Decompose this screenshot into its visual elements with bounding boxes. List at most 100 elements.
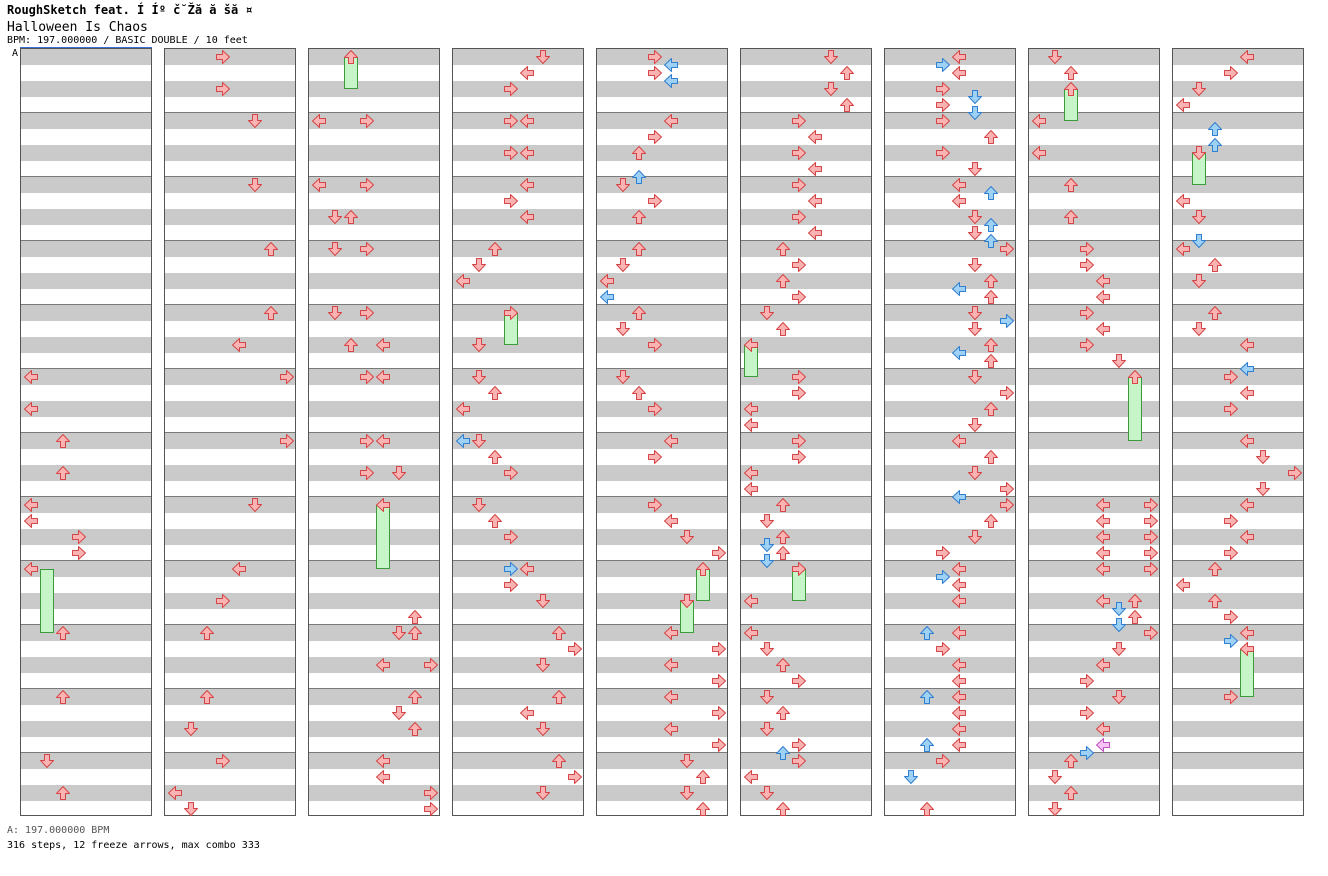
step-arrow-right-icon — [999, 313, 1015, 329]
measure-line — [1173, 560, 1303, 561]
measure-line — [885, 240, 1015, 241]
measure-line — [165, 240, 295, 241]
beat-band — [21, 369, 151, 385]
bpm-legend: A: 197.000000 BPM — [7, 825, 110, 836]
beat-band — [1029, 529, 1159, 545]
beat-band — [165, 241, 295, 257]
step-arrow-down-icon — [967, 321, 983, 337]
step-arrow-left-icon — [455, 401, 471, 417]
beat-band — [309, 81, 439, 97]
step-arrow-down-icon — [1191, 273, 1207, 289]
beat-band — [1029, 721, 1159, 737]
measure-line — [741, 112, 871, 113]
step-arrow-left-icon — [663, 73, 679, 89]
beat-band — [21, 721, 151, 737]
step-arrow-left-icon — [1239, 361, 1255, 377]
step-arrow-left-icon — [23, 561, 39, 577]
beat-band — [1029, 113, 1159, 129]
step-arrow-right-icon — [215, 49, 231, 65]
step-arrow-up-icon — [343, 209, 359, 225]
step-arrow-left-icon — [519, 177, 535, 193]
measure-line — [165, 688, 295, 689]
beat-band — [165, 337, 295, 353]
step-arrow-left-icon — [951, 577, 967, 593]
measure-line — [1173, 176, 1303, 177]
step-arrow-right-icon — [791, 449, 807, 465]
step-arrow-left-icon — [743, 401, 759, 417]
beat-band — [453, 305, 583, 321]
beat-band — [21, 177, 151, 193]
measure-line — [597, 112, 727, 113]
step-arrow-down-icon — [967, 465, 983, 481]
measure-line — [885, 368, 1015, 369]
step-arrow-down-icon — [679, 753, 695, 769]
beat-band — [1173, 497, 1303, 513]
measure-line — [885, 304, 1015, 305]
measure-line — [1029, 752, 1159, 753]
step-arrow-up-icon — [55, 689, 71, 705]
measure-line — [453, 368, 583, 369]
step-arrow-right-icon — [503, 193, 519, 209]
step-arrow-down-icon — [759, 305, 775, 321]
step-arrow-right-icon — [503, 577, 519, 593]
step-arrow-up-icon — [1207, 305, 1223, 321]
step-arrow-left-icon — [663, 721, 679, 737]
step-arrow-right-icon — [711, 737, 727, 753]
beat-band — [741, 401, 871, 417]
step-arrow-up-icon — [343, 337, 359, 353]
step-arrow-left-icon — [599, 273, 615, 289]
measure-line — [597, 560, 727, 561]
chart-column-3 — [308, 48, 440, 816]
measure-line — [165, 752, 295, 753]
beat-band — [597, 49, 727, 65]
step-arrow-up-icon — [407, 609, 423, 625]
beat-band — [1173, 305, 1303, 321]
measure-line — [1173, 624, 1303, 625]
step-arrow-down-icon — [967, 105, 983, 121]
beat-band — [165, 49, 295, 65]
measure-line — [453, 688, 583, 689]
step-arrow-up-icon — [343, 49, 359, 65]
beat-band — [597, 113, 727, 129]
beat-band — [309, 721, 439, 737]
step-arrow-right-icon — [567, 641, 583, 657]
step-arrow-left-icon — [23, 513, 39, 529]
freeze-arrow-body — [40, 569, 54, 633]
beat-band — [309, 241, 439, 257]
measure-line — [1029, 496, 1159, 497]
step-arrow-right-icon — [503, 145, 519, 161]
beat-band — [1029, 177, 1159, 193]
step-arrow-left-icon — [23, 369, 39, 385]
step-arrow-right-icon — [503, 81, 519, 97]
step-arrow-right-icon — [711, 705, 727, 721]
step-arrow-left-icon — [1031, 145, 1047, 161]
beat-band — [309, 401, 439, 417]
beat-band — [165, 81, 295, 97]
step-arrow-down-icon — [1111, 617, 1127, 633]
beat-band — [597, 241, 727, 257]
beat-band — [453, 241, 583, 257]
step-arrow-down-icon — [967, 161, 983, 177]
step-arrow-down-icon — [967, 225, 983, 241]
step-arrow-down-icon — [759, 689, 775, 705]
beat-band — [741, 465, 871, 481]
beat-band — [21, 401, 151, 417]
step-arrow-right-icon — [423, 785, 439, 801]
measure-line — [165, 624, 295, 625]
beat-band — [453, 49, 583, 65]
step-arrow-right-icon — [647, 193, 663, 209]
step-arrow-right-icon — [215, 753, 231, 769]
step-arrow-right-icon — [999, 385, 1015, 401]
beat-band — [885, 657, 1015, 673]
beat-band — [1173, 433, 1303, 449]
beat-band — [453, 785, 583, 801]
beat-band — [1029, 497, 1159, 513]
step-arrow-left-icon — [375, 369, 391, 385]
beat-band — [885, 465, 1015, 481]
step-arrow-left-icon — [231, 337, 247, 353]
step-arrow-down-icon — [1191, 233, 1207, 249]
step-arrow-down-icon — [471, 433, 487, 449]
measure-line — [309, 560, 439, 561]
measure-line — [453, 304, 583, 305]
measure-line — [453, 752, 583, 753]
